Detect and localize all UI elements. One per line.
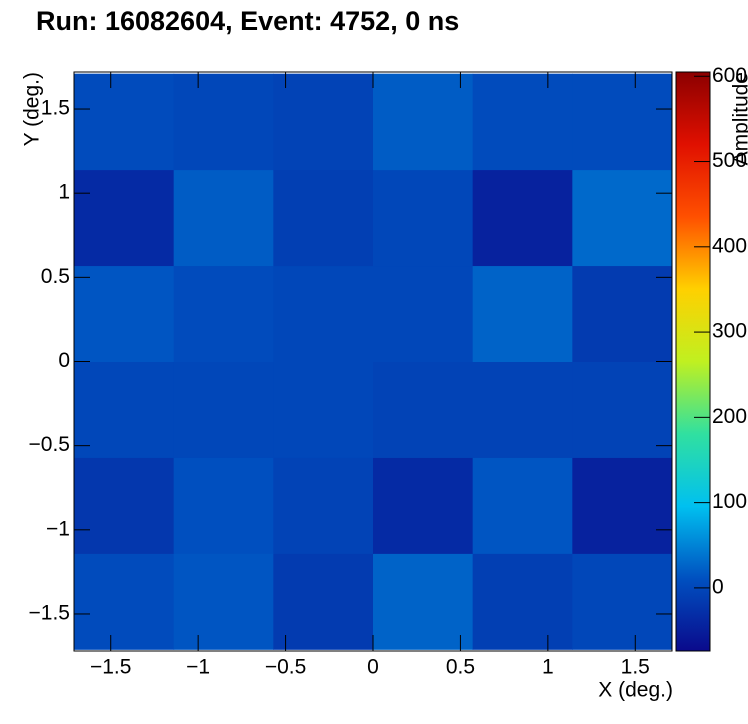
z-tick-label: 500	[712, 149, 747, 172]
chart-title: Run: 16082604, Event: 4752, 0 ns	[36, 6, 459, 36]
heatmap-cell	[572, 457, 673, 554]
heatmap-cell	[572, 361, 673, 458]
heatmap-cell	[572, 265, 673, 362]
heatmap-cell	[472, 169, 573, 267]
heatmap-cell	[74, 553, 175, 650]
x-axis-title: X (deg.)	[598, 679, 673, 702]
heatmap-cell	[74, 73, 175, 171]
heatmap-cell	[572, 169, 673, 267]
z-tick-label: 600	[712, 64, 747, 87]
heatmap-cell	[373, 553, 474, 650]
heatmap-cell	[74, 457, 175, 554]
heatmap-cell	[173, 457, 274, 554]
heatmap-cell	[74, 265, 175, 362]
heatmap-cell	[273, 457, 374, 554]
heatmap-cell	[173, 553, 274, 650]
heatmap-cell	[472, 553, 573, 650]
heatmap-cell	[373, 265, 474, 362]
heatmap-cell	[273, 553, 374, 650]
x-tick-label: 0	[367, 656, 379, 679]
x-tick-label: −1.5	[90, 656, 131, 679]
z-axis-title: Amplitude	[730, 72, 748, 165]
colorbar	[675, 71, 711, 652]
y-tick-label: 0	[58, 349, 70, 372]
y-tick-label: 0.5	[41, 265, 70, 288]
y-tick-label: −1	[46, 517, 70, 540]
heatmap-cell	[273, 361, 374, 458]
heatmap-cell	[173, 73, 274, 171]
x-tick-label: 1.5	[621, 656, 650, 679]
x-tick-label: 1	[542, 656, 554, 679]
z-tick-label: 200	[712, 405, 747, 428]
z-tick-label: 400	[712, 234, 747, 257]
y-tick-label: −1.5	[29, 602, 70, 625]
heatmap-cell	[173, 361, 274, 458]
heatmap-cell	[373, 169, 474, 267]
heatmap-cell	[572, 553, 673, 650]
heatmap-cell	[373, 361, 474, 458]
heatmap-cell	[472, 73, 573, 171]
heatmap-cell	[273, 169, 374, 267]
heatmap-cell	[173, 169, 274, 267]
heatmap-cell	[273, 73, 374, 171]
y-tick-label: 1	[58, 181, 70, 204]
heatmap-cell	[373, 73, 474, 171]
z-tick-label: 300	[712, 320, 747, 343]
z-tick-label: 100	[712, 490, 747, 513]
y-axis-title: Y (deg.)	[21, 72, 44, 146]
heatmap-cell	[74, 169, 175, 267]
y-tick-label: −0.5	[29, 433, 70, 456]
heatmap-cell	[472, 457, 573, 554]
heatmap-cell	[373, 457, 474, 554]
heatmap-cell	[173, 265, 274, 362]
z-tick-label: 0	[712, 575, 724, 598]
y-tick-label: 1.5	[41, 97, 70, 120]
heatmap-cell	[572, 73, 673, 171]
x-tick-label: −0.5	[265, 656, 306, 679]
heatmap-cell	[472, 265, 573, 362]
heatmap-cell	[472, 361, 573, 458]
heatmap-cell	[273, 265, 374, 362]
x-tick-label: −1	[186, 656, 210, 679]
x-tick-label: 0.5	[446, 656, 475, 679]
heatmap-cell	[74, 361, 175, 458]
